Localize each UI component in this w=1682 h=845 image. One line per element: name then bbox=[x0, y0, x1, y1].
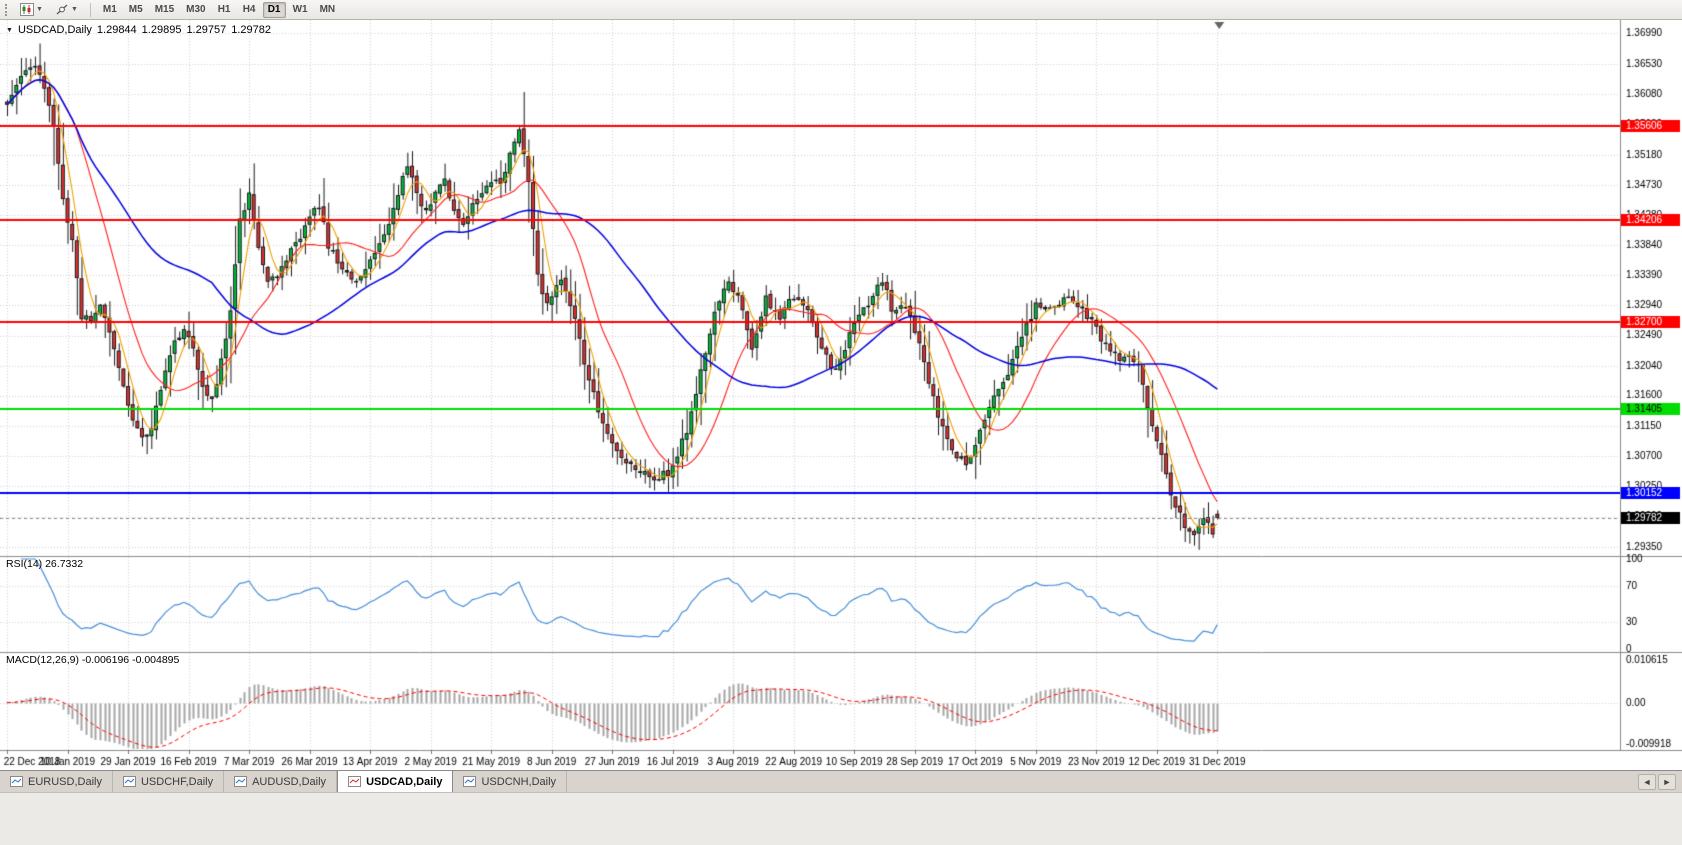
chart-tab-icon bbox=[10, 776, 23, 787]
chart-type-button[interactable]: ▼ bbox=[14, 1, 48, 18]
timeframe-m5-button[interactable]: M5 bbox=[128, 4, 143, 15]
tab-usdcnh-daily[interactable]: USDCNH,Daily bbox=[453, 771, 568, 792]
tab-label: USDCHF,Daily bbox=[140, 775, 214, 788]
chevron-down-icon: ▼ bbox=[36, 6, 43, 13]
candlestick-chart-icon bbox=[20, 3, 34, 16]
objects-icon bbox=[56, 4, 68, 15]
tab-scroll-right-button[interactable]: ► bbox=[1658, 773, 1676, 790]
chevron-down-icon: ▼ bbox=[70, 6, 78, 13]
timeframe-mn-button[interactable]: MN bbox=[319, 4, 336, 15]
timeframe-h4-button[interactable]: H4 bbox=[242, 4, 256, 15]
toolbar-separator bbox=[89, 2, 91, 17]
tab-usdchf-daily[interactable]: USDCHF,Daily bbox=[113, 771, 225, 792]
tab-usdcad-daily[interactable]: USDCAD,Daily bbox=[337, 771, 454, 792]
timeframe-m30-button[interactable]: M30 bbox=[186, 4, 206, 15]
tab-audusd-daily[interactable]: AUDUSD,Daily bbox=[224, 771, 338, 792]
timeframe-h1-button[interactable]: H1 bbox=[217, 4, 231, 15]
status-area bbox=[0, 792, 1682, 845]
tab-label: EURUSD,Daily bbox=[28, 775, 102, 788]
chart-tab-icon bbox=[234, 776, 248, 787]
chart-tabs-bar: EURUSD,Daily USDCHF,Daily AUDUSD,Daily U… bbox=[0, 770, 1682, 792]
drawing-tools-button[interactable]: ▼ bbox=[50, 1, 83, 18]
tab-label: AUDUSD,Daily bbox=[252, 775, 327, 788]
tab-scroll-left-button[interactable]: ◄ bbox=[1638, 773, 1656, 790]
tab-eurusd-daily[interactable]: EURUSD,Daily bbox=[0, 771, 113, 792]
chart-area[interactable] bbox=[0, 20, 1682, 770]
chart-tab-icon bbox=[122, 776, 136, 787]
tab-label: USDCNH,Daily bbox=[481, 775, 557, 788]
chart-tab-icon bbox=[463, 776, 477, 787]
timeframe-m15-button[interactable]: M15 bbox=[154, 4, 175, 15]
toolbar-grip bbox=[5, 3, 8, 16]
top-toolbar: ▼ ▼ M1 M5 M15 M30 H1 H4 D1 W1 MN bbox=[0, 0, 1682, 20]
timeframe-d1-button[interactable]: D1 bbox=[262, 1, 286, 18]
timeframe-w1-button[interactable]: W1 bbox=[292, 4, 308, 15]
timeframe-m1-button[interactable]: M1 bbox=[102, 4, 117, 15]
tab-label: USDCAD,Daily bbox=[366, 775, 443, 788]
chart-tab-icon bbox=[348, 776, 362, 787]
